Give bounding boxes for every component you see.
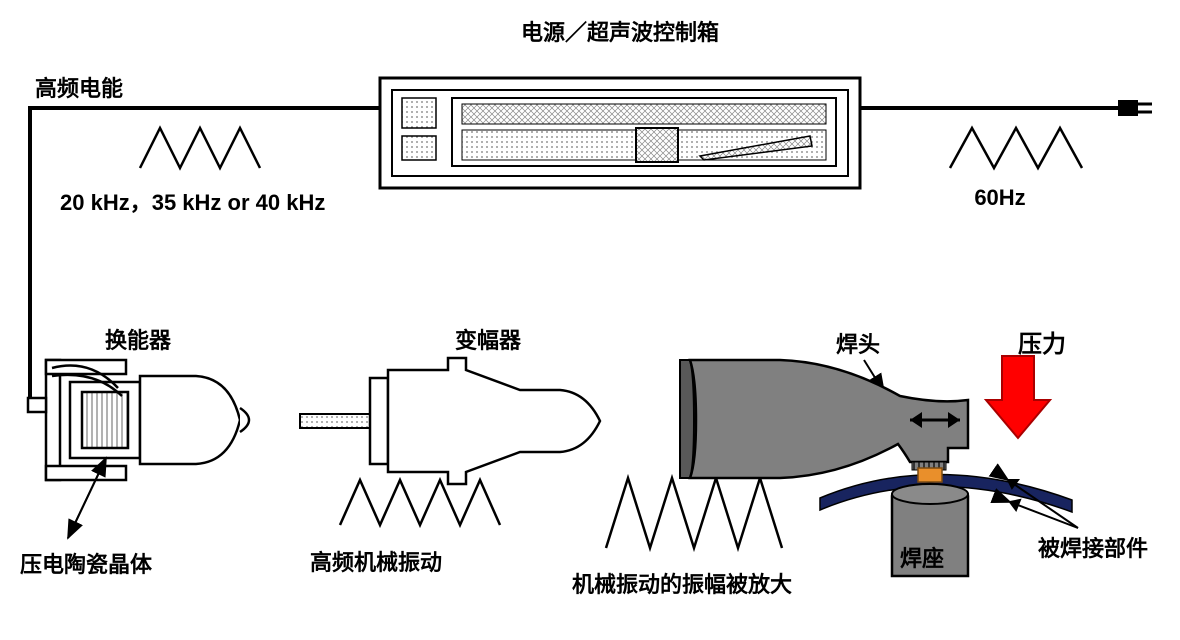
pressure-label: 压力	[1018, 331, 1066, 358]
coupling-shaft	[300, 414, 370, 428]
piezo-label: 压电陶瓷晶体	[20, 552, 153, 577]
transducer-label: 换能器	[105, 328, 172, 353]
horn-label: 焊头	[836, 332, 880, 357]
hf-mech-vib-label: 高频机械振动	[310, 550, 442, 575]
plug-icon	[1118, 100, 1152, 116]
title: 电源／超声波控制箱	[521, 20, 719, 45]
zigzag-right	[950, 128, 1082, 168]
pressure-arrow-icon	[986, 356, 1050, 438]
hf-elec-label: 高频电能	[35, 76, 123, 101]
horn-icon	[680, 360, 968, 478]
transducer-icon	[28, 360, 249, 480]
booster-label: 变幅器	[455, 328, 522, 353]
freqs-label: 20 kHz，35 kHz or 40 kHz	[60, 190, 325, 215]
workpiece-label: 被焊接部件	[1038, 536, 1148, 561]
amp-amplified-label: 机械振动的振幅被放大	[572, 572, 792, 597]
control-box	[380, 78, 860, 188]
zigzag-mid	[340, 480, 500, 525]
zigzag-left	[140, 128, 260, 168]
anvil-label: 焊座	[900, 546, 944, 571]
sixty-hz-label: 60Hz	[974, 185, 1025, 210]
booster-icon	[370, 358, 600, 484]
zigzag-big	[606, 478, 782, 548]
